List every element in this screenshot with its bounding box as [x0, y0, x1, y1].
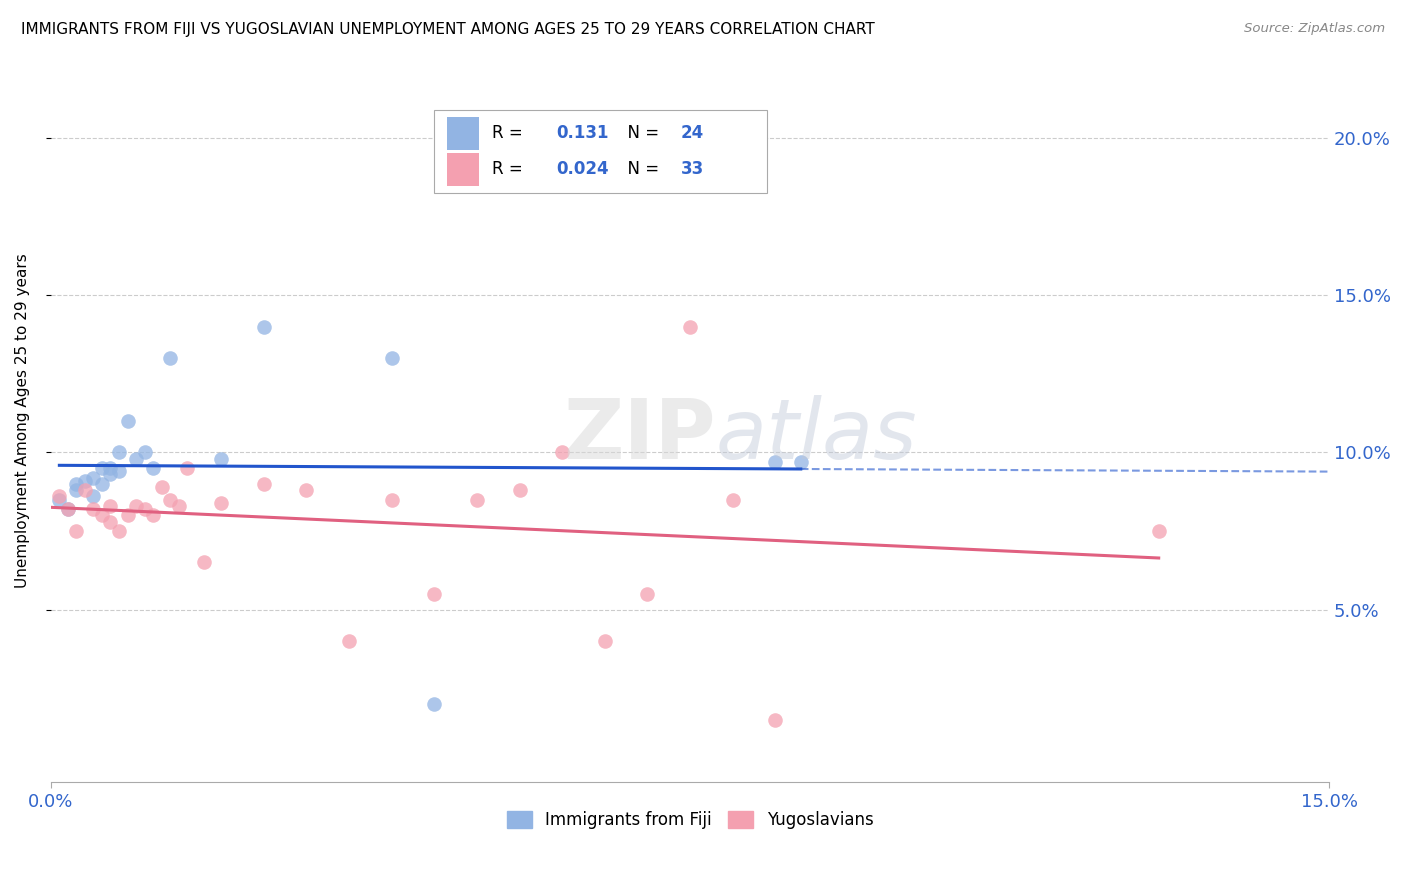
Text: R =: R = [492, 124, 527, 143]
FancyBboxPatch shape [434, 111, 766, 194]
Point [593, 634, 616, 648]
Point [209, 496, 232, 510]
Point [381, 492, 404, 507]
Point [73, 474, 96, 488]
Legend: Immigrants from Fiji, Yugoslavians: Immigrants from Fiji, Yugoslavians [501, 804, 880, 836]
Point [763, 455, 786, 469]
Point [82, 489, 104, 503]
Point [65, 524, 87, 538]
Point [295, 483, 318, 497]
Point [91, 508, 114, 523]
Point [65, 483, 87, 497]
Text: N =: N = [617, 161, 665, 178]
Point [134, 445, 156, 459]
Point [679, 319, 702, 334]
Point [159, 492, 181, 507]
FancyBboxPatch shape [447, 117, 479, 150]
Point [423, 697, 446, 711]
Point [65, 476, 87, 491]
Point [108, 524, 131, 538]
Point [142, 508, 165, 523]
Point [73, 483, 96, 497]
Point [48, 492, 70, 507]
Point [125, 499, 148, 513]
Point [509, 483, 531, 497]
Text: N =: N = [617, 124, 665, 143]
Point [56, 502, 79, 516]
Text: ZIP: ZIP [562, 395, 716, 476]
Text: 33: 33 [681, 161, 704, 178]
Point [142, 461, 165, 475]
Point [763, 713, 786, 727]
Text: 0.131: 0.131 [555, 124, 609, 143]
Point [176, 461, 198, 475]
Point [381, 351, 404, 365]
Point [150, 480, 173, 494]
Point [125, 451, 148, 466]
Point [100, 461, 122, 475]
Text: R =: R = [492, 161, 527, 178]
Point [91, 476, 114, 491]
Y-axis label: Unemployment Among Ages 25 to 29 years: Unemployment Among Ages 25 to 29 years [15, 253, 30, 589]
Point [551, 445, 574, 459]
Point [48, 489, 70, 503]
Point [108, 464, 131, 478]
Point [82, 470, 104, 484]
Point [117, 508, 139, 523]
Point [790, 455, 813, 469]
Point [465, 492, 488, 507]
Point [167, 499, 190, 513]
Point [100, 515, 122, 529]
Point [100, 499, 122, 513]
Point [108, 445, 131, 459]
Point [159, 351, 181, 365]
Point [636, 587, 658, 601]
Point [193, 555, 215, 569]
Point [82, 502, 104, 516]
Text: atlas: atlas [716, 395, 917, 476]
Text: Source: ZipAtlas.com: Source: ZipAtlas.com [1244, 22, 1385, 36]
Point [117, 414, 139, 428]
Text: 24: 24 [681, 124, 704, 143]
Point [91, 461, 114, 475]
Point [209, 451, 232, 466]
Point [253, 476, 276, 491]
Point [253, 319, 276, 334]
Point [100, 467, 122, 482]
Text: 0.024: 0.024 [555, 161, 609, 178]
Text: IMMIGRANTS FROM FIJI VS YUGOSLAVIAN UNEMPLOYMENT AMONG AGES 25 TO 29 YEARS CORRE: IMMIGRANTS FROM FIJI VS YUGOSLAVIAN UNEM… [21, 22, 875, 37]
Point [337, 634, 360, 648]
Point [721, 492, 744, 507]
FancyBboxPatch shape [447, 153, 479, 186]
Point [56, 502, 79, 516]
Point [134, 502, 156, 516]
Point [1147, 524, 1170, 538]
Point [423, 587, 446, 601]
